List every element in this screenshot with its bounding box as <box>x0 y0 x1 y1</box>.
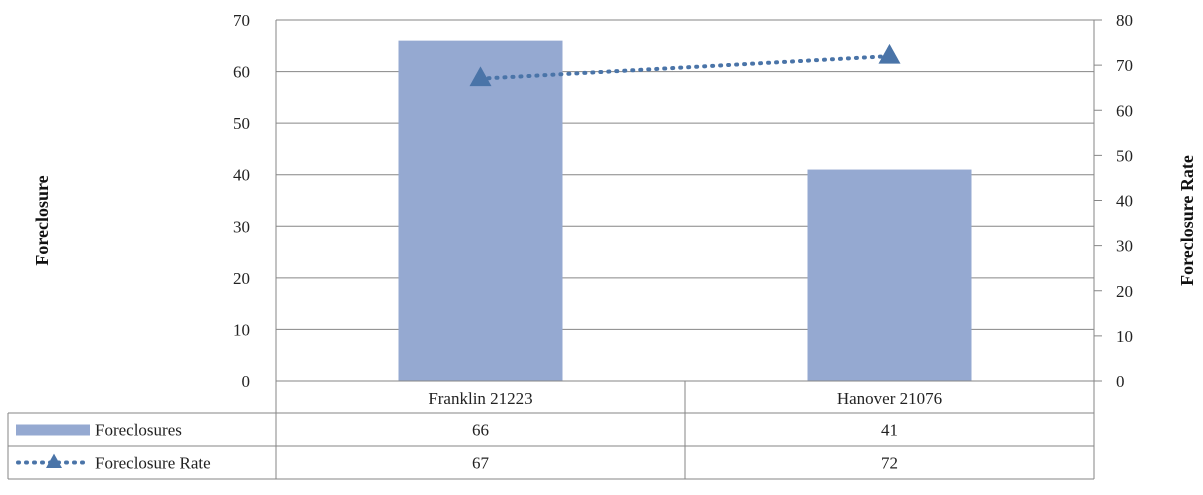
x-tick-label: Hanover 21076 <box>837 389 942 408</box>
y2-tick-label: 20 <box>1116 282 1133 301</box>
y-tick-label: 30 <box>233 217 250 236</box>
data-table: Franklin 21223 Hanover 21076 Foreclosures 6… <box>7 380 1095 480</box>
y-axis-title: Foreclosure <box>32 175 52 265</box>
axes: 0 10 20 30 40 50 60 70 0 10 20 30 40 50 60 70 80 <box>233 11 1133 391</box>
data-table-value: 41 <box>881 421 898 440</box>
bar <box>398 40 563 381</box>
y-tick-label: 0 <box>242 372 251 391</box>
y-tick-label: 50 <box>233 114 250 133</box>
x-tick-label: Franklin 21223 <box>428 389 532 408</box>
legend-triangle-marker <box>46 453 62 468</box>
y-tick-label: 40 <box>233 166 250 185</box>
line-series <box>469 43 901 87</box>
y2-axis-title: Foreclosure Rate <box>1177 155 1197 286</box>
y2-tick-label: 0 <box>1116 372 1125 391</box>
data-table-value: 67 <box>472 454 490 473</box>
rate-marker <box>469 66 492 87</box>
data-table-value: 66 <box>472 421 489 440</box>
y2-tick-label: 30 <box>1116 237 1133 256</box>
legend-label: Foreclosures <box>95 421 182 440</box>
y2-tick-label: 50 <box>1116 146 1133 165</box>
y2-tick-label: 40 <box>1116 192 1133 211</box>
data-table-value: 72 <box>881 454 898 473</box>
bar <box>807 169 972 381</box>
y2-tick-label: 60 <box>1116 101 1133 120</box>
y-tick-label: 20 <box>233 269 250 288</box>
legend-bar-swatch <box>16 424 90 436</box>
y-tick-label: 70 <box>233 11 250 30</box>
legend-label: Foreclosure Rate <box>95 454 211 473</box>
y-tick-label: 10 <box>233 320 250 339</box>
y2-tick-label: 80 <box>1116 11 1133 30</box>
y-tick-label: 60 <box>233 63 250 82</box>
y2-tick-label: 70 <box>1116 56 1133 75</box>
rate-marker <box>878 43 901 64</box>
bar-series <box>398 40 972 381</box>
y2-tick-label: 10 <box>1116 327 1133 346</box>
